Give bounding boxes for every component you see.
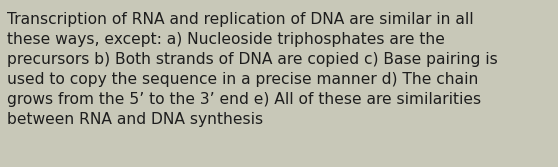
Text: Transcription of RNA and replication of DNA are similar in all
these ways, excep: Transcription of RNA and replication of … <box>7 12 498 127</box>
